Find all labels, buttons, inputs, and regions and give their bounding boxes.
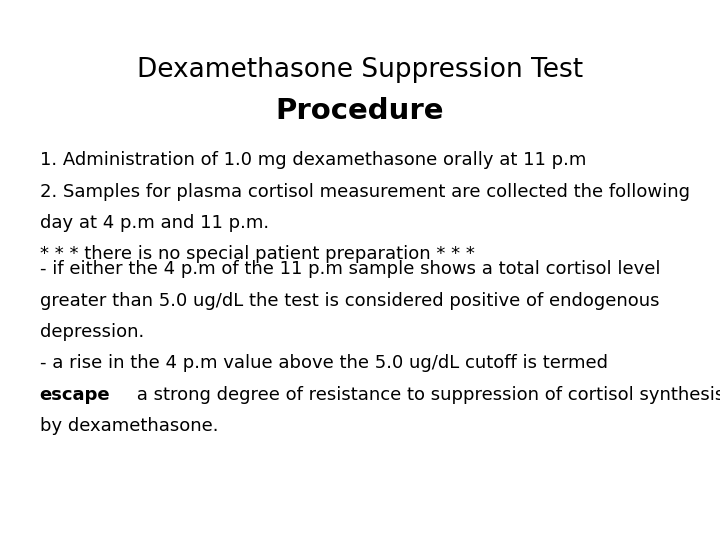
Text: depression.: depression. [40,323,144,341]
Text: greater than 5.0 ug/dL the test is considered positive of endogenous: greater than 5.0 ug/dL the test is consi… [40,292,659,309]
Text: day at 4 p.m and 11 p.m.: day at 4 p.m and 11 p.m. [40,214,269,232]
Text: - if either the 4 p.m of the 11 p.m sample shows a total cortisol level: - if either the 4 p.m of the 11 p.m samp… [40,260,660,278]
Text: Procedure: Procedure [276,97,444,125]
Text: 1. Administration of 1.0 mg dexamethasone orally at 11 p.m: 1. Administration of 1.0 mg dexamethason… [40,151,586,169]
Text: by dexamethasone.: by dexamethasone. [40,417,218,435]
Text: a strong degree of resistance to suppression of cortisol synthesis: a strong degree of resistance to suppres… [131,386,720,403]
Text: escape: escape [40,386,110,403]
Text: Dexamethasone Suppression Test: Dexamethasone Suppression Test [137,57,583,83]
Text: 2. Samples for plasma cortisol measurement are collected the following: 2. Samples for plasma cortisol measureme… [40,183,690,200]
Text: - a rise in the 4 p.m value above the 5.0 ug/dL cutoff is termed: - a rise in the 4 p.m value above the 5.… [40,354,613,372]
Text: * * * there is no special patient preparation * * *: * * * there is no special patient prepar… [40,245,474,263]
